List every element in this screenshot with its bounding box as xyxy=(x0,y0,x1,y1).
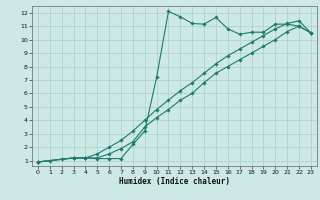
X-axis label: Humidex (Indice chaleur): Humidex (Indice chaleur) xyxy=(119,177,230,186)
